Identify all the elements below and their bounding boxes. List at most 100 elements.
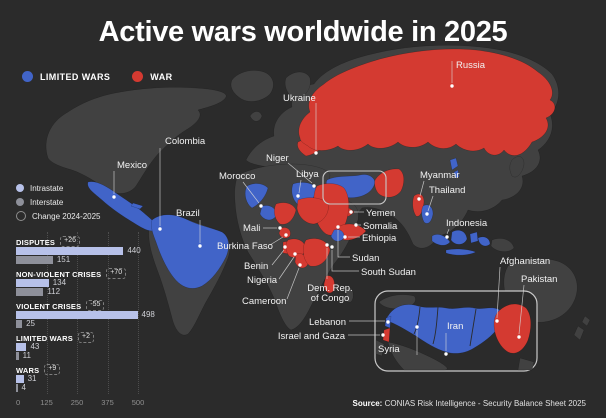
map-label: Syria [378, 344, 400, 355]
bar-intrastate [16, 311, 138, 319]
map-label: Indonesia [446, 218, 488, 229]
bar-value: 112 [47, 287, 61, 296]
leader-line [427, 195, 434, 212]
conflict-dot [343, 235, 347, 239]
map-label: Thailand [429, 185, 465, 196]
map-label: Libya [296, 169, 319, 180]
map-label: Brazil [176, 208, 200, 219]
axis-tick: 0 [16, 398, 21, 407]
map-label: Lebanon [309, 317, 346, 328]
bar-value: 25 [26, 319, 35, 328]
leader-line [242, 181, 260, 204]
conflict-dot [415, 325, 419, 329]
conflict-dot [444, 352, 448, 356]
map-locator-box [322, 170, 387, 205]
leader-line [269, 236, 284, 246]
bar-value: 134 [52, 278, 67, 287]
chart-legend-item-interstate: Interstate [16, 195, 101, 209]
conflict-dot [198, 244, 202, 248]
conflict-dot [259, 204, 263, 208]
map-label: Cameroon [242, 296, 286, 307]
bar-row: WARS +9 31 4 [16, 364, 166, 392]
conflict-dot [284, 233, 288, 237]
conflict-regions [87, 48, 556, 294]
bar-row: VIOLENT CRISES -55 498 25 [16, 300, 166, 328]
source-note: Source: CONIAS Risk Intelligence - Secur… [353, 399, 586, 408]
conflict-dot [325, 243, 329, 247]
conflict-dot [330, 245, 334, 249]
map-label: Mexico [117, 160, 147, 171]
map-label: Dem. Rep. of Congo [307, 283, 352, 304]
middle-east-inset [374, 290, 538, 372]
leader-line [286, 267, 300, 300]
map-label: Benin [244, 261, 268, 272]
chart-legend-item-change: Change 2024-2025 [16, 209, 101, 223]
axis-tick: 375 [101, 398, 114, 407]
leader-line [496, 266, 501, 319]
category-label: VIOLENT CRISES [16, 302, 82, 311]
map-label: Nigeria [247, 275, 278, 286]
leader-line [337, 230, 350, 258]
chart-legend-label: Change 2024-2025 [32, 211, 101, 221]
bar-intrastate [16, 343, 27, 351]
change-badge: +2 [77, 332, 94, 343]
conflict-dot [158, 227, 162, 231]
bar-interstate [16, 320, 23, 328]
change-badge: +26 [60, 236, 80, 247]
map-label: Mali [243, 223, 260, 234]
conflict-dot [293, 252, 297, 256]
conflict-dot [283, 245, 287, 249]
map-legend: LIMITED WARS WAR [22, 71, 173, 82]
bar-interstate [16, 352, 19, 360]
conflict-dot [278, 226, 282, 230]
bar-value: 440 [127, 246, 141, 255]
x-axis: 0 125 250 375 500 [16, 396, 166, 408]
leader-line [278, 256, 295, 280]
map-label: Sudan [352, 253, 379, 264]
bar-interstate [16, 256, 53, 264]
conflict-dot [112, 195, 116, 199]
conflict-dot [354, 223, 358, 227]
change-badge: +70 [106, 268, 127, 279]
leader-line [271, 249, 285, 266]
category-label: NON-VIOLENT CRISES [16, 270, 102, 279]
conflict-dot [298, 263, 302, 267]
leader-line [287, 162, 313, 184]
chart-legend-item-intrastate: Intrastate [16, 181, 101, 195]
conflict-dot [445, 235, 449, 239]
legend-label: WAR [150, 71, 173, 82]
leader-line [298, 179, 302, 194]
change-badge: -55 [86, 300, 105, 311]
conflict-dot [349, 210, 353, 214]
map-label: Afghanistan [500, 256, 550, 267]
map-label: Morocco [219, 171, 255, 182]
category-label: LIMITED WARS [16, 334, 73, 343]
category-label: WARS [16, 366, 40, 375]
map-label: Burkina Faso [217, 241, 273, 252]
map-label: Ukraine [283, 93, 316, 104]
page-title: Active wars worldwide in 2025 [98, 16, 508, 48]
conflict-dot [495, 319, 499, 323]
leader-line [446, 228, 450, 235]
map-label: Iran [447, 321, 463, 332]
bar-rows: DISPUTES +26 440 151 NON-VIOLENT CRISES +70 13… [16, 236, 166, 392]
map-label: Pakistan [521, 274, 557, 285]
leader-line [518, 284, 525, 335]
intrastate-dot-icon [16, 184, 24, 192]
category-label: DISPUTES [16, 238, 56, 247]
map-label: Colombia [165, 136, 206, 147]
bar-value: 11 [22, 351, 31, 360]
bar-value: 4 [21, 383, 26, 392]
bar-interstate [16, 288, 44, 296]
chart-legend-label: Interstate [30, 197, 64, 207]
conflict-dot [425, 212, 429, 216]
conflict-dot [450, 84, 454, 88]
conflict-dot [381, 333, 385, 337]
conflict-dot [386, 320, 390, 324]
map-labels-layer: Russia Ukraine Colombia Mexico Brazil Morocco… [112, 60, 557, 356]
conflict-dot [314, 151, 318, 155]
bar-value: 31 [27, 374, 37, 383]
leader-line [419, 180, 425, 197]
